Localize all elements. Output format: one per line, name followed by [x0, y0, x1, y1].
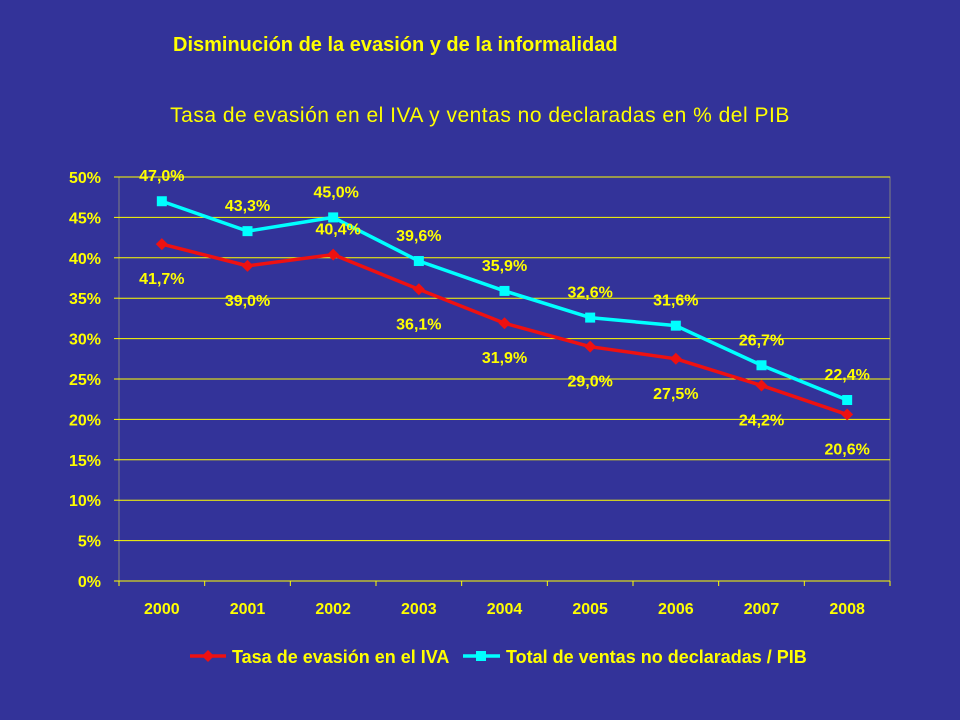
series-2-point	[242, 226, 253, 237]
series-2-point	[670, 320, 681, 331]
series-1-point	[669, 352, 682, 365]
legend-marker-2	[476, 651, 486, 661]
series-1-data-label: 39,0%	[225, 293, 270, 310]
x-tick-label: 2001	[230, 601, 266, 618]
y-tick-label: 10%	[69, 493, 101, 510]
x-tick-label: 2005	[572, 601, 608, 618]
series-2-data-label: 26,7%	[739, 332, 784, 349]
x-tick-label: 2006	[658, 601, 694, 618]
series-1-point	[584, 340, 597, 353]
series-2-data-label: 35,9%	[482, 258, 527, 275]
x-tick-label: 2003	[401, 601, 437, 618]
series-2-point	[756, 360, 767, 371]
y-tick-label: 25%	[69, 372, 101, 389]
y-tick-label: 0%	[78, 574, 101, 591]
x-tick-label: 2007	[744, 601, 780, 618]
x-tick-label: 2002	[315, 601, 351, 618]
series-2-point	[842, 395, 853, 406]
series-2-point	[585, 312, 596, 323]
series-1-point	[155, 238, 168, 251]
x-tick-label: 2008	[829, 601, 865, 618]
x-tick-label: 2004	[487, 601, 523, 618]
slide-title: Disminución de la evasión y de la inform…	[173, 34, 618, 56]
series-1-data-label: 41,7%	[139, 271, 184, 288]
series-2-data-label: 45,0%	[313, 184, 358, 201]
series-1-point	[327, 248, 340, 261]
series-1-point	[412, 283, 425, 296]
series-1-data-label: 36,1%	[396, 316, 441, 333]
series-2-data-label: 22,4%	[824, 367, 869, 384]
y-tick-label: 30%	[69, 332, 101, 349]
series-2-data-label: 47,0%	[139, 168, 184, 185]
series-2-point	[328, 212, 339, 223]
series-1-data-label: 40,4%	[315, 222, 360, 239]
x-tick-label: 2000	[144, 601, 180, 618]
chart-title: Tasa de evasión en el IVA y ventas no de…	[170, 104, 790, 127]
series-2-data-label: 32,6%	[567, 285, 612, 302]
series-1-point	[755, 379, 768, 392]
series-1-data-label: 29,0%	[567, 374, 612, 391]
series-1-point	[241, 259, 254, 272]
legend-marker-1	[202, 650, 214, 662]
series-2-data-label: 31,6%	[653, 293, 698, 310]
legend-label-1: Tasa de evasión en el IVA	[232, 647, 449, 667]
series-1-data-label: 31,9%	[482, 350, 527, 367]
y-tick-label: 45%	[69, 210, 101, 227]
y-tick-label: 5%	[78, 534, 101, 551]
series-2-point	[499, 285, 510, 296]
legend-label-2: Total de ventas no declaradas / PIB	[506, 647, 807, 667]
series-1-point	[841, 408, 854, 421]
series-2-data-label: 39,6%	[396, 228, 441, 245]
series-2-data-label: 43,3%	[225, 198, 270, 215]
series-2-point	[156, 196, 167, 207]
series-1-data-label: 24,2%	[739, 412, 784, 429]
y-tick-label: 20%	[69, 412, 101, 429]
series-1-data-label: 27,5%	[653, 386, 698, 403]
series-2-point	[413, 256, 424, 267]
y-tick-label: 50%	[69, 170, 101, 187]
y-tick-label: 35%	[69, 291, 101, 308]
y-tick-label: 40%	[69, 251, 101, 268]
series-1-point	[498, 317, 511, 330]
y-tick-label: 15%	[69, 453, 101, 470]
series-1-data-label: 20,6%	[824, 442, 869, 459]
